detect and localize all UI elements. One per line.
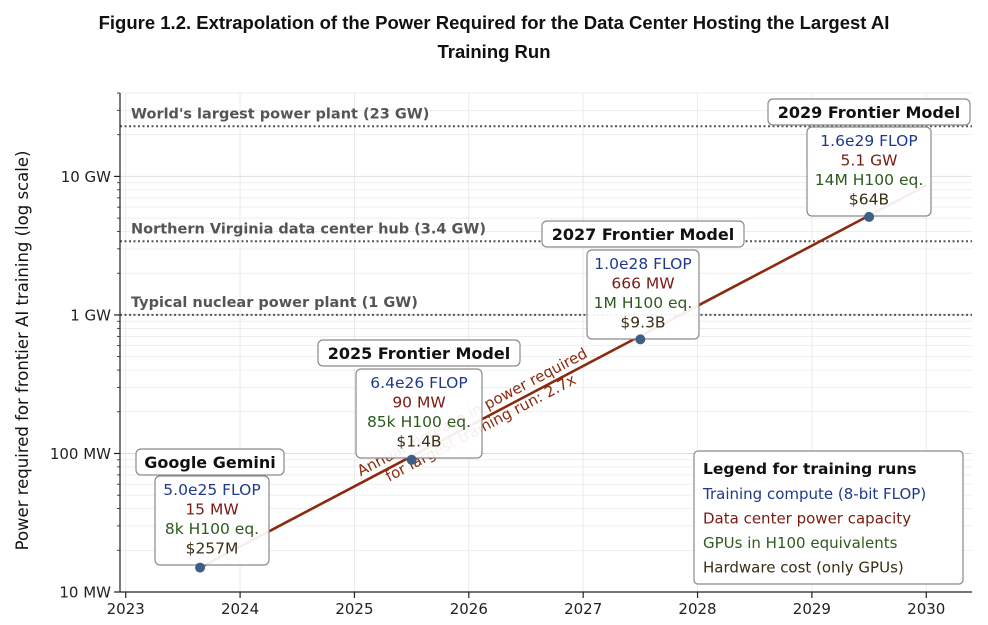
x-tick-label: 2025 [335, 600, 373, 618]
x-tick-label: 2026 [450, 600, 488, 618]
legend: Legend for training runs Training compute… [693, 450, 964, 585]
legend-item: Hardware cost (only GPUs) [703, 559, 904, 577]
point-name-label: 2027 Frontier Model [552, 225, 734, 244]
y-axis-label: Power required for frontier AI training … [13, 151, 32, 551]
point-gpus-label: 1M H100 eq. [594, 294, 693, 312]
y-tick-label: 1 GW [70, 306, 111, 324]
reference-line-label: Typical nuclear power plant (1 GW) [131, 295, 418, 311]
point-name-label: 2029 Frontier Model [778, 103, 960, 122]
point-gpus-label: 8k H100 eq. [165, 520, 259, 538]
point-name-box [541, 220, 745, 248]
y-tick-label: 100 MW [50, 445, 111, 463]
reference-line-label: World's largest power plant (23 GW) [131, 106, 429, 122]
figure-title-line-1: Figure 1.2. Extrapolation of the Power R… [98, 12, 890, 33]
point-power-label: 666 MW [611, 275, 674, 293]
x-tick-label: 2030 [907, 600, 945, 618]
figure-title-line-2: Training Run [437, 41, 551, 62]
data-point [195, 562, 206, 573]
x-tick-label: 2023 [107, 600, 145, 618]
legend-item: Data center power capacity [703, 510, 911, 528]
y-tick-label: 10 MW [59, 584, 111, 602]
point-name-box [767, 98, 971, 126]
point-compute-label: 1.6e29 FLOP [820, 132, 917, 150]
data-point [406, 454, 417, 465]
point-cost-label: $257M [186, 540, 239, 558]
legend-box [693, 450, 964, 585]
data-point [864, 211, 875, 222]
x-tick-label: 2024 [221, 600, 259, 618]
point-info-box [355, 368, 483, 459]
figure-title: Figure 1.2. Extrapolation of the Power R… [0, 8, 988, 66]
point-name-box [135, 448, 285, 476]
x-tick-label: 2028 [678, 600, 716, 618]
reference-line-label: Northern Virginia data center hub (3.4 G… [131, 221, 486, 237]
point-compute-label: 1.0e28 FLOP [594, 255, 691, 273]
data-point [635, 334, 646, 345]
x-tick-label: 2027 [564, 600, 602, 618]
point-name-label: 2025 Frontier Model [328, 344, 510, 363]
point-name-label: Google Gemini [144, 453, 276, 472]
legend-item: Training compute (8-bit FLOP) [702, 485, 926, 503]
point-compute-label: 6.4e26 FLOP [370, 374, 467, 392]
point-info-box [154, 475, 270, 566]
legend-title: Legend for training runs [703, 460, 917, 478]
point-power-label: 15 MW [185, 501, 238, 519]
point-name-box [317, 339, 521, 367]
point-gpus-label: 14M H100 eq. [815, 171, 924, 189]
point-power-label: 90 MW [392, 394, 445, 412]
point-compute-label: 5.0e25 FLOP [163, 481, 260, 499]
trend-line [199, 184, 927, 569]
point-cost-label: $1.4B [396, 433, 441, 451]
point-power-label: 5.1 GW [841, 152, 898, 170]
x-tick-label: 2029 [793, 600, 831, 618]
y-tick-label: 10 GW [61, 168, 111, 186]
point-gpus-label: 85k H100 eq. [367, 413, 471, 431]
legend-item: GPUs in H100 equivalents [703, 534, 898, 552]
reference-lines: World's largest power plant (23 GW) North… [120, 106, 972, 316]
point-cost-label: $64B [849, 191, 889, 209]
point-cost-label: $9.3B [620, 314, 665, 332]
axes: 10 MW 100 MW 1 GW 10 GW 2023 2024 2025 2026 2027… [13, 92, 972, 618]
